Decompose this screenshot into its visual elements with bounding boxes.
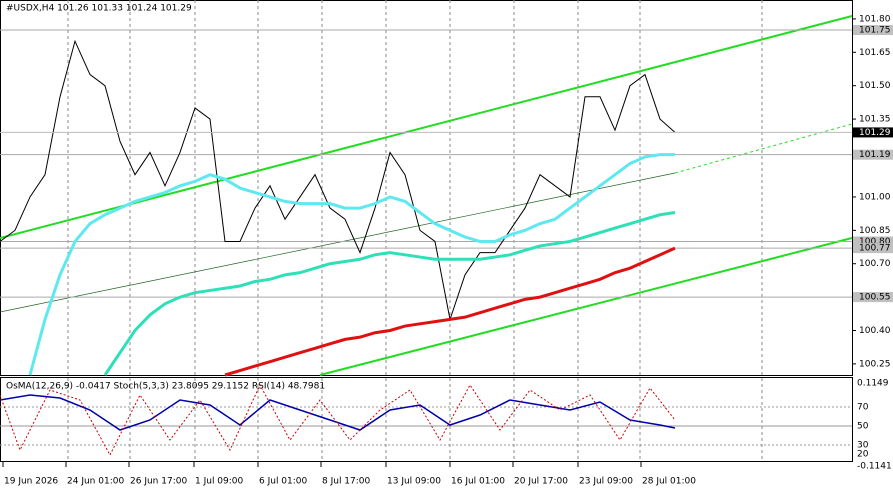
level-box [853,243,893,254]
x-tick-label: 26 Jun 17:00 [130,477,187,487]
vertical-grid [67,0,763,462]
level-label: 101.19 [859,150,891,160]
y-tick-label: 101.80 [859,14,891,24]
level-label: 100.80 [859,237,891,247]
oscillator-header: OsMA(12,26,9) -0.0417 Stoch(5,3,3) 23.80… [6,382,325,392]
oscillator-lines [0,383,852,457]
y-tick-label: 101.65 [859,48,891,58]
y-tick-label: 100.40 [859,326,891,336]
channel-lines [0,15,853,376]
y-tick-label: 100.70 [859,259,891,269]
x-tick-label: 6 Jul 01:00 [259,477,308,487]
current-box [853,127,893,138]
osc-label: 50 [857,422,869,432]
level-box [853,292,893,303]
x-tick-label: 1 Jul 09:00 [195,477,244,487]
osc-label: 0.1149 [857,379,889,389]
trend-line [0,172,676,313]
price-line [224,246,676,377]
level-box [853,25,893,36]
x-tick-label: 28 Jul 01:00 [642,477,696,487]
level-label: 101.75 [859,26,891,36]
osc-label: 20 [857,450,869,460]
x-tick-label: 16 Jul 01:00 [451,477,505,487]
header: #USDX,H4 101.26 101.33 101.24 101.29 [6,4,192,14]
level-label: 100.55 [859,293,891,303]
price-line [103,211,676,376]
trend-extension [674,123,853,174]
osc-label: -0.1141 [857,462,892,472]
x-tick-label: 13 Jul 09:00 [387,477,441,487]
x-tick-label: 24 Jun 01:00 [67,477,124,487]
current-label: 101.29 [859,128,891,138]
x-tick-label: 23 Jul 09:00 [579,477,633,487]
osc-label: 70 [857,403,869,413]
x-tick-label: 20 Jul 17:00 [514,477,568,487]
level-box [853,149,893,160]
price-line [28,153,675,376]
y-tick-label: 100.85 [859,226,891,236]
y-tick-label: 101.35 [859,115,891,125]
price-line [0,39,676,322]
x-tick-label: 8 Jul 17:00 [322,477,371,487]
y-tick-label: 101.50 [859,81,891,91]
osc-label: 30 [857,441,869,451]
level-box [853,236,893,247]
frame [0,0,853,462]
y-tick-label: 100.25 [859,359,891,369]
level-label: 100.77 [859,244,891,254]
y-tick-label: 101.00 [859,192,891,202]
x-tick-label: 19 Jun 2026 [4,477,58,487]
